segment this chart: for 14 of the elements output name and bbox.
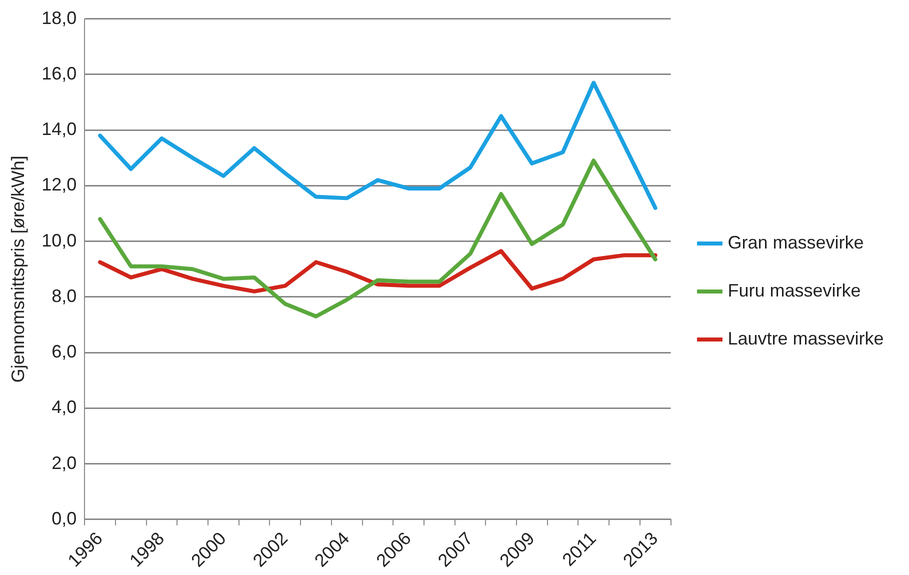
y-tick-label: 14,0 <box>42 119 77 140</box>
y-tick-label: 10,0 <box>42 230 77 250</box>
y-tick-label: 8,0 <box>52 286 77 306</box>
legend-label: Lauvtre massevirke <box>728 328 884 348</box>
legend-label: Gran massevirke <box>728 232 864 252</box>
y-tick-label: 12,0 <box>42 174 77 195</box>
y-tick-label: 0,0 <box>52 508 77 528</box>
y-tick-label: 4,0 <box>52 397 77 418</box>
y-tick-label: 16,0 <box>42 63 77 84</box>
y-tick-label: 2,0 <box>52 452 77 473</box>
legend-label: Furu massevirke <box>728 280 861 300</box>
y-tick-label: 18,0 <box>42 8 77 28</box>
y-tick-label: 6,0 <box>52 342 77 362</box>
y-axis-title: Gjennomsnittspris [øre/kWh] <box>8 156 28 383</box>
